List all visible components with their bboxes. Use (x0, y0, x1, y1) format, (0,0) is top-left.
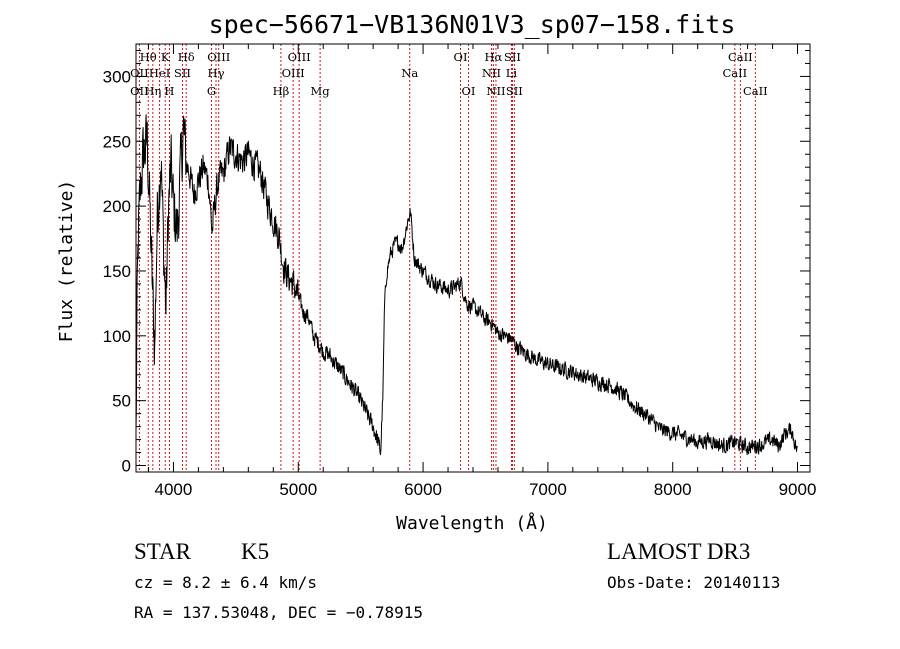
emission-line-markers (138, 44, 756, 472)
line-marker-label: OI (454, 50, 468, 64)
line-marker-label: G (207, 84, 216, 98)
line-marker-label: OII (130, 84, 149, 98)
line-marker-label: NII (486, 84, 505, 98)
x-axis-label: Wavelength (Å) (396, 512, 548, 534)
line-marker-label: Hθ (140, 50, 157, 64)
line-marker-label: Hβ (273, 84, 290, 98)
line-marker-label: CaII (722, 66, 747, 80)
y-tick-label: 200 (103, 197, 131, 216)
line-marker-label: Hα (484, 50, 502, 64)
line-marker-label: OIII (288, 50, 311, 64)
line-marker-label: HeI (149, 66, 170, 80)
x-tick-label: 9000 (779, 480, 817, 499)
y-tick-label: 100 (103, 327, 131, 346)
coordinates: RA = 137.53048, DEC = −0.78915 (134, 603, 423, 622)
line-marker-label: SII (174, 66, 191, 80)
line-marker-label: Hδ (178, 50, 195, 64)
line-marker-label: CaII (743, 84, 768, 98)
observation-date: Obs-Date: 20140113 (607, 573, 781, 592)
plot-frame (135, 43, 811, 473)
line-marker-label: SII (506, 84, 523, 98)
line-marker-label: H (164, 84, 174, 98)
line-marker-label: Li (506, 66, 518, 80)
y-axis-label: Flux (relative) (56, 180, 77, 343)
x-tick-label: 8000 (654, 480, 692, 499)
y-tick-label: 150 (103, 262, 131, 281)
line-marker-label: Na (401, 66, 418, 80)
line-marker-label: Hγ (208, 66, 225, 80)
object-subclass: K5 (241, 539, 270, 564)
axis-ticks: 4000 5000 6000 7000 8000 9000 0 50 100 150 200 250 3… (103, 44, 817, 499)
x-tick-label: 4000 (155, 480, 193, 499)
line-marker-label: OIII (207, 50, 230, 64)
y-tick-label: 50 (112, 392, 131, 411)
y-tick-label: 250 (103, 132, 131, 151)
line-marker-label: K (161, 50, 170, 64)
line-marker-label: SII (504, 50, 521, 64)
line-marker-label: Mg (311, 84, 331, 98)
line-marker-label: OI (462, 84, 476, 98)
line-marker-label: Hη (144, 84, 161, 98)
x-tick-label: 6000 (404, 480, 442, 499)
x-tick-label: 7000 (529, 480, 567, 499)
survey-name: LAMOST DR3 (607, 539, 751, 564)
spectrum-line (135, 114, 798, 456)
chart-title: spec−56671−VB136N01V3_sp07−158.fits (209, 10, 736, 39)
line-marker-label: NII (482, 66, 501, 80)
redshift-value: cz = 8.2 ± 6.4 km/s (134, 573, 318, 592)
line-marker-label: OII (130, 66, 149, 80)
y-tick-label: 300 (103, 67, 131, 86)
x-tick-label: 5000 (279, 480, 317, 499)
y-tick-label: 0 (122, 457, 131, 476)
line-marker-label: OIII (282, 66, 305, 80)
object-class: STAR (134, 539, 191, 564)
line-marker-label: CaII (728, 50, 753, 64)
